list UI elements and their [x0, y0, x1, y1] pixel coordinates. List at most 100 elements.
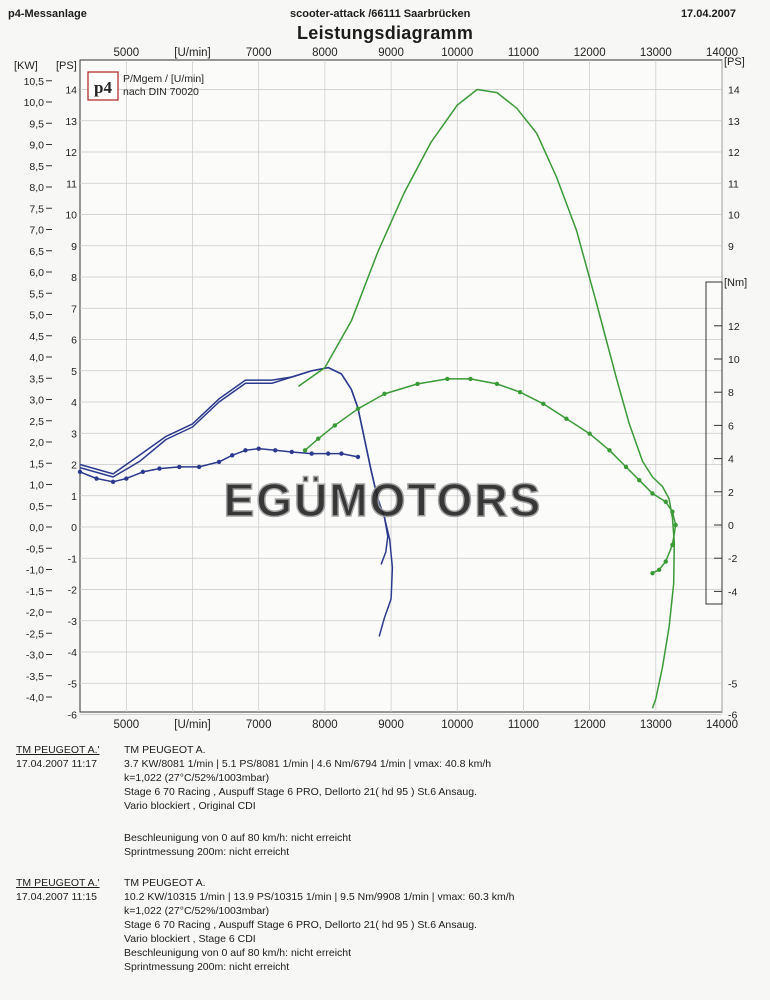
series-marker — [663, 559, 668, 564]
series-marker — [140, 469, 146, 475]
x-tick-label-top: 10000 — [441, 47, 473, 59]
nm-tick-label: 8 — [728, 387, 734, 399]
x-tick-label-bottom: 9000 — [378, 719, 404, 731]
series-marker — [494, 381, 500, 387]
ps-tick-label-right: 9 — [728, 241, 734, 253]
result-1-line: Sprintmessung 200m: nicht erreicht — [124, 846, 290, 858]
series-marker — [564, 416, 569, 421]
series-marker — [445, 376, 450, 382]
kw-tick-label: 4,0 — [29, 352, 44, 364]
result-2-line: Vario blockiert , Stage 6 CDI — [124, 933, 256, 945]
series-marker — [355, 454, 361, 460]
ps-tick-label-left: 6 — [71, 335, 77, 347]
series-marker — [650, 491, 655, 496]
legend-logo-box — [87, 71, 119, 101]
kw-tick-label: 8,0 — [29, 182, 44, 194]
watermark-logo: EGÜMOTORS — [224, 474, 543, 526]
nm-tick-label: 2 — [728, 487, 734, 499]
series-marker — [415, 381, 420, 387]
x-tick-label-top: 13000 — [640, 47, 672, 59]
kw-tick-label: 2,5 — [29, 416, 44, 428]
series-marker — [607, 448, 612, 453]
ps-tick-label-left: 3 — [71, 428, 77, 440]
series-line — [297, 88, 676, 709]
result-1-date: 17.04.2007 11:17 — [16, 758, 97, 770]
result-2-line: Stage 6 70 Racing , Auspuff Stage 6 PRO,… — [124, 919, 477, 931]
kw-tick-label: 7,5 — [29, 203, 44, 215]
x-tick-label-top: 11000 — [508, 47, 539, 59]
kw-tick-label: -3,5 — [26, 671, 44, 683]
x-tick-label-bottom: 13000 — [640, 719, 672, 731]
ps-tick-label-right: 12 — [728, 147, 740, 159]
x-tick-label-bottom: 10000 — [441, 719, 473, 731]
series-marker — [468, 376, 473, 382]
ps-tick-label-left: -2 — [68, 585, 77, 597]
ps-tick-label-left: 2 — [71, 460, 77, 472]
result-1-line: Beschleunigung von 0 auf 80 km/h: nicht … — [124, 832, 352, 844]
kw-tick-label: 10,5 — [24, 76, 45, 88]
kw-tick-label: 6,0 — [29, 267, 44, 279]
kw-tick-label: -4,0 — [26, 692, 44, 704]
kw-tick-label: 6,5 — [29, 246, 44, 258]
series-marker — [332, 423, 338, 428]
kw-tick-label: 10,0 — [24, 97, 45, 109]
kw-tick-label: -0,5 — [26, 543, 44, 555]
x-tick-label-top: 14000 — [706, 47, 738, 59]
ps-tick-label-left: 0 — [71, 522, 77, 534]
series-marker — [587, 431, 592, 436]
series-marker — [382, 391, 387, 397]
kw-tick-label: 8,5 — [29, 161, 44, 173]
nm-tick-label: -2 — [728, 553, 737, 565]
nm-scale-box — [705, 281, 723, 605]
ps-tick-label-left: -6 — [68, 710, 77, 722]
x-tick-label-top: [U/min] — [174, 47, 210, 59]
result-2-line: Beschleunigung von 0 auf 80 km/h: nicht … — [124, 947, 352, 959]
ps-tick-label-right: 14 — [728, 85, 740, 97]
series-marker — [110, 479, 116, 485]
series-marker — [650, 570, 655, 576]
nm-tick-label: 0 — [728, 520, 734, 532]
kw-tick-label: 3,5 — [29, 373, 44, 385]
result-1-line: k=1,022 (27°C/52%/1003mbar) — [124, 772, 270, 784]
header-center: scooter-attack /66111 Saarbrücken — [290, 8, 471, 20]
result-1-line: 3.7 KW/8081 1/min | 5.1 PS/8081 1/min | … — [124, 758, 492, 770]
series-marker — [94, 476, 99, 481]
x-tick-label-bottom: 14000 — [706, 719, 738, 731]
series-marker — [273, 448, 278, 453]
series-marker — [670, 509, 675, 514]
ps-tick-label-left: 1 — [71, 491, 77, 503]
series-marker — [309, 451, 314, 456]
kw-tick-label: 9,5 — [29, 118, 44, 130]
series-marker — [216, 459, 222, 465]
ps-tick-label-left: -3 — [68, 616, 77, 628]
ps-tick-label-left: -4 — [68, 647, 77, 659]
header-date: 17.04.2007 — [680, 8, 736, 20]
series-marker — [177, 464, 182, 470]
kw-tick-label: -2,5 — [26, 628, 44, 640]
result-1-name: TM PEUGEOT A.' — [16, 744, 100, 756]
ps-tick-label-right: -5 — [728, 678, 737, 690]
ps-tick-label-left: 14 — [65, 85, 77, 97]
series-marker — [541, 401, 546, 407]
series-marker — [316, 436, 321, 441]
series-marker — [656, 567, 662, 573]
ps-tick-label-right: 11 — [728, 178, 739, 190]
result-2-line: Sprintmessung 200m: nicht erreicht — [124, 961, 290, 973]
series-marker — [302, 448, 308, 453]
series-marker — [157, 466, 162, 471]
kw-tick-label: 1,0 — [29, 480, 44, 492]
series-marker — [339, 451, 344, 456]
series-marker — [637, 477, 642, 483]
x-tick-label-bottom: 8000 — [312, 719, 338, 731]
series-marker — [124, 476, 129, 481]
kw-tick-label: 2,0 — [29, 437, 44, 449]
series-line — [304, 378, 677, 574]
series-marker — [289, 449, 294, 455]
nm-tick-label: 10 — [728, 354, 740, 366]
ps-tick-label-left: 10 — [65, 210, 77, 222]
series-marker — [77, 469, 83, 475]
x-tick-label-bottom: 7000 — [246, 719, 272, 731]
ps-tick-label-right: -6 — [728, 710, 737, 722]
x-tick-label-top: 12000 — [574, 47, 606, 59]
kw-tick-label: 0,0 — [29, 522, 44, 534]
